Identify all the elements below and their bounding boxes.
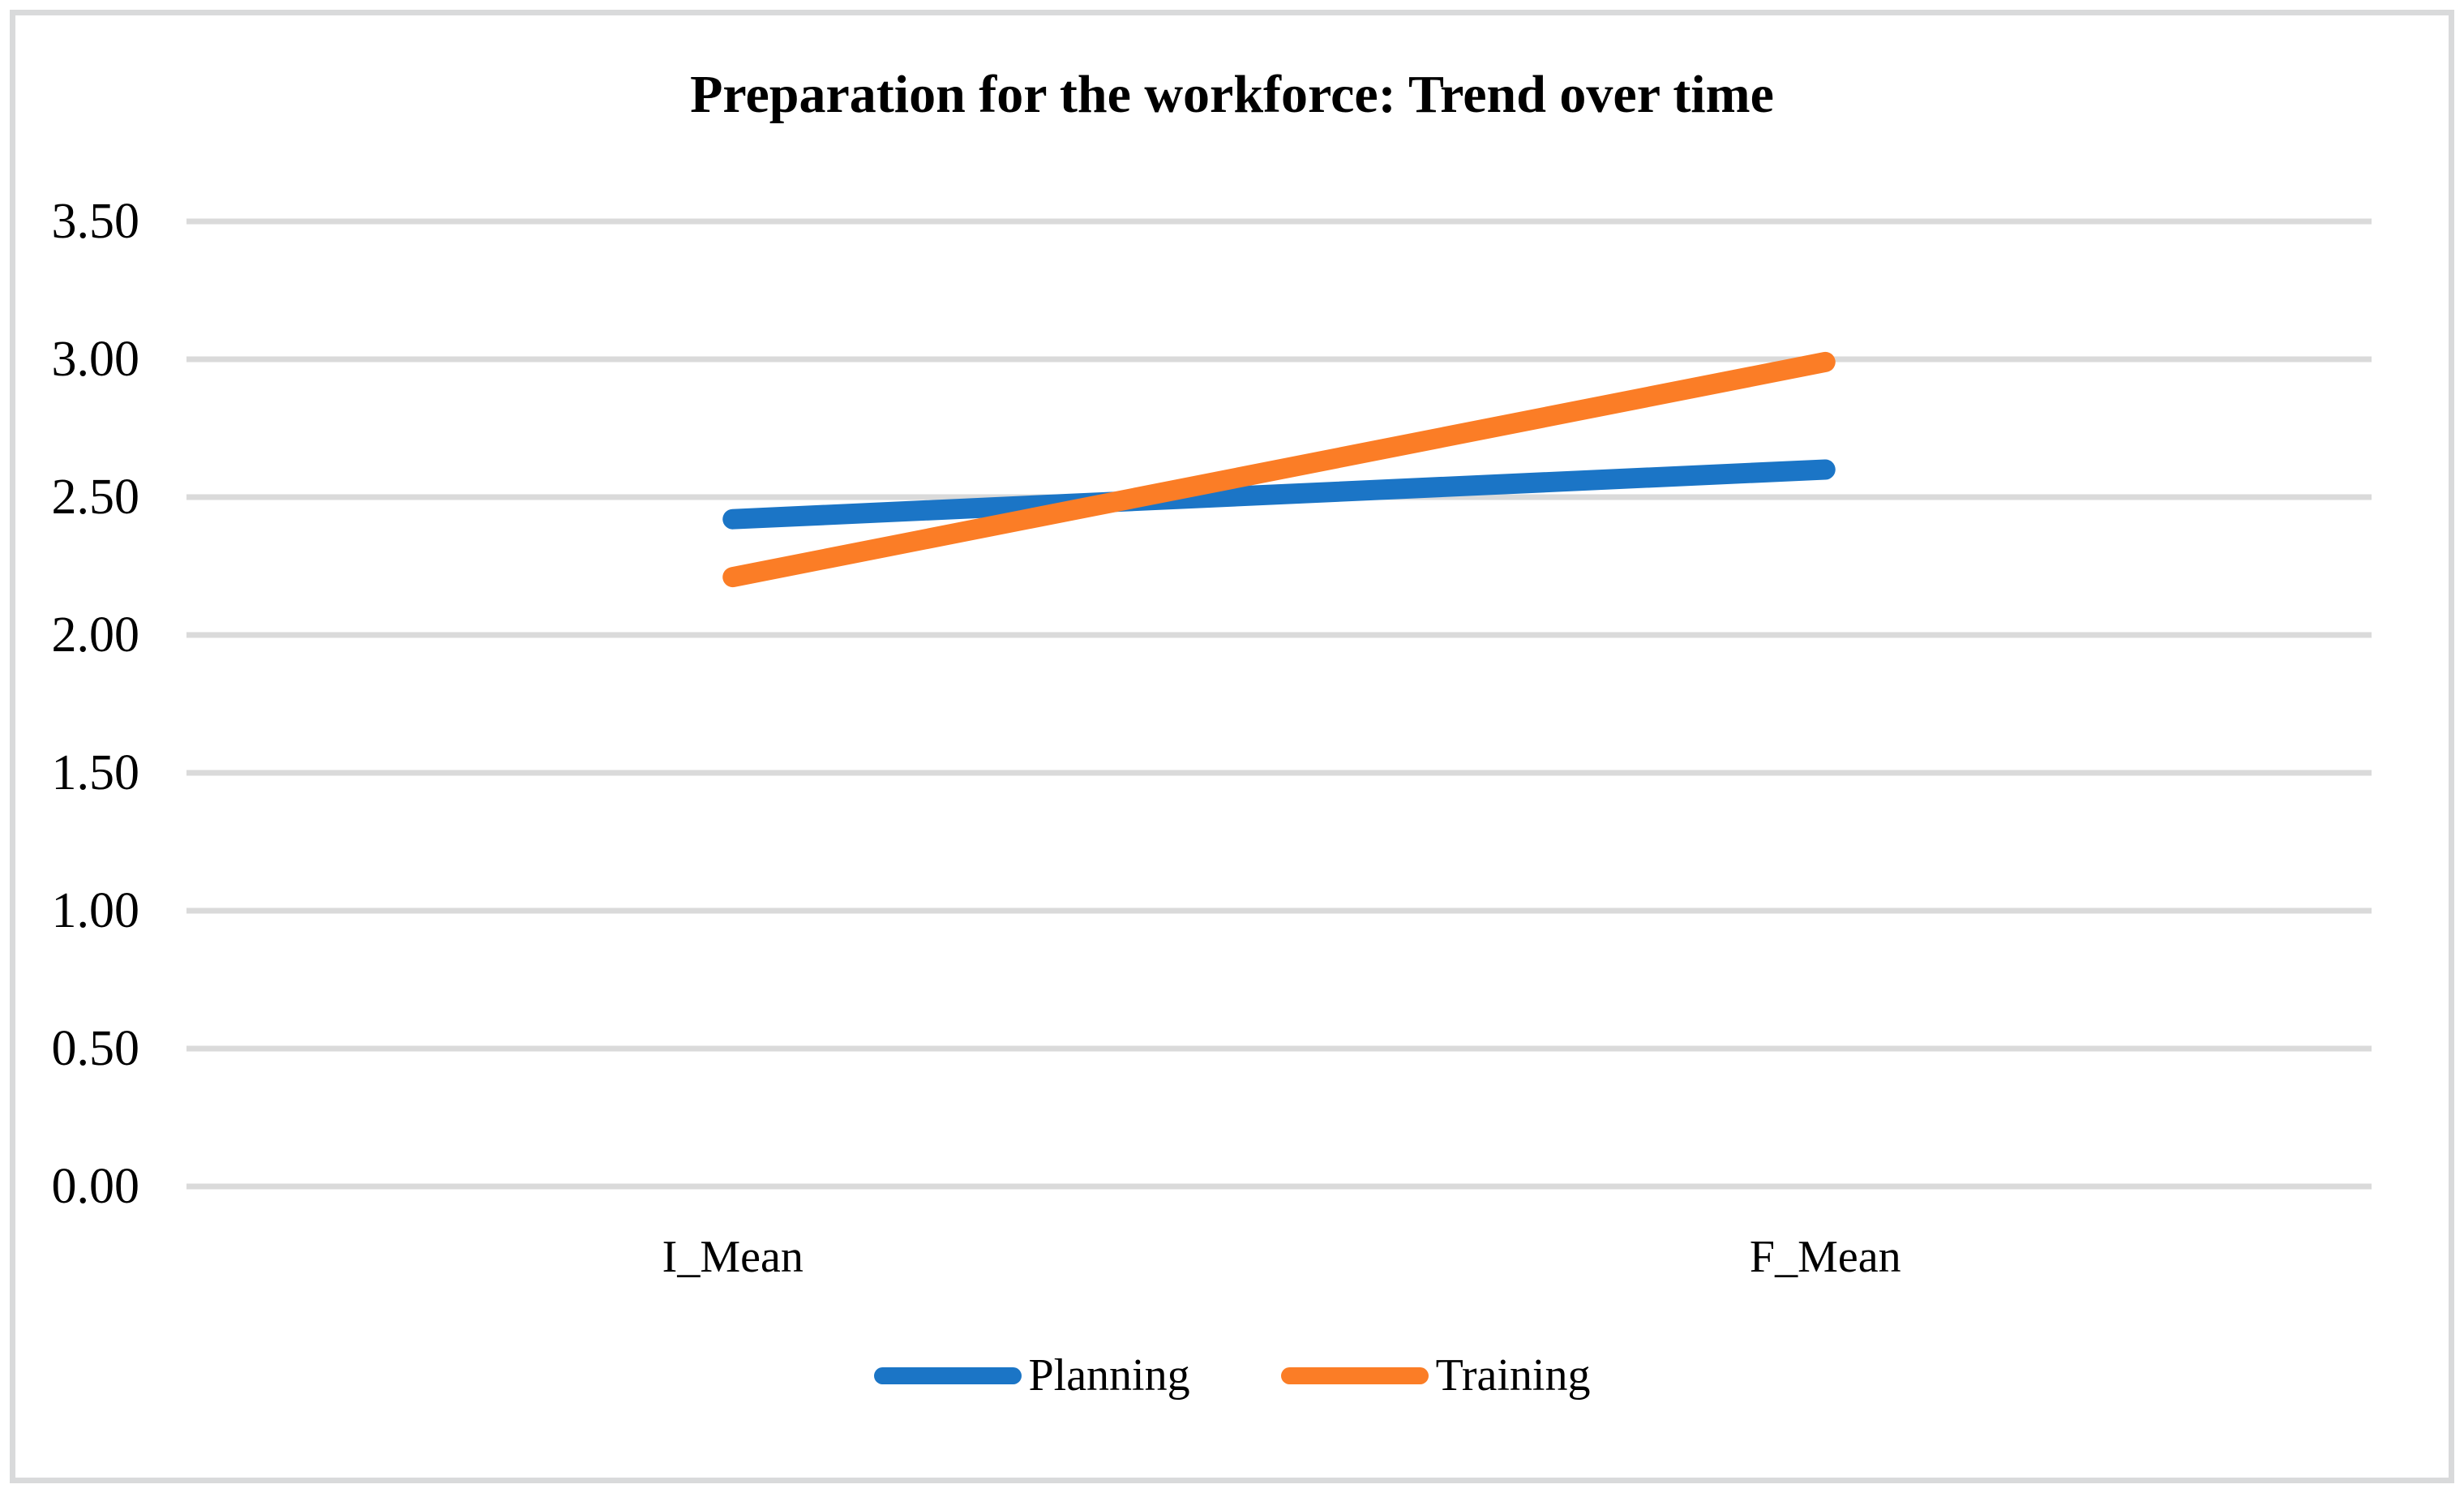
series-line-planning (722, 459, 1836, 530)
y-tick-label: 1.50 (51, 745, 140, 800)
legend-line-swatch-planning (873, 1366, 1022, 1384)
legend-line-swatch-training (1280, 1366, 1429, 1384)
series-lines-group (722, 351, 1836, 588)
legend-item-training: Training (1280, 1349, 1591, 1401)
y-tick-label: 1.00 (51, 883, 140, 938)
legend: Planning Training (0, 1349, 2464, 1401)
gridlines-group (186, 218, 2372, 1190)
y-tick-label: 3.50 (51, 194, 140, 249)
y-tick-label: 3.00 (51, 332, 140, 387)
y-tick-label: 2.50 (51, 470, 140, 525)
y-tick-label: 2.00 (51, 607, 140, 663)
x-axis-label-i_mean: I_Mean (662, 1232, 803, 1282)
legend-label: Training (1435, 1350, 1591, 1401)
legend-label: Planning (1028, 1350, 1190, 1401)
legend-item-planning: Planning (873, 1349, 1190, 1401)
series-line-training (722, 351, 1836, 588)
chart-title: Preparation for the workforce: Trend ove… (690, 65, 1774, 124)
y-tick-label: 0.00 (51, 1159, 140, 1214)
y-tick-label: 0.50 (51, 1021, 140, 1076)
x-axis-label-f_mean: F_Mean (1749, 1232, 1901, 1282)
